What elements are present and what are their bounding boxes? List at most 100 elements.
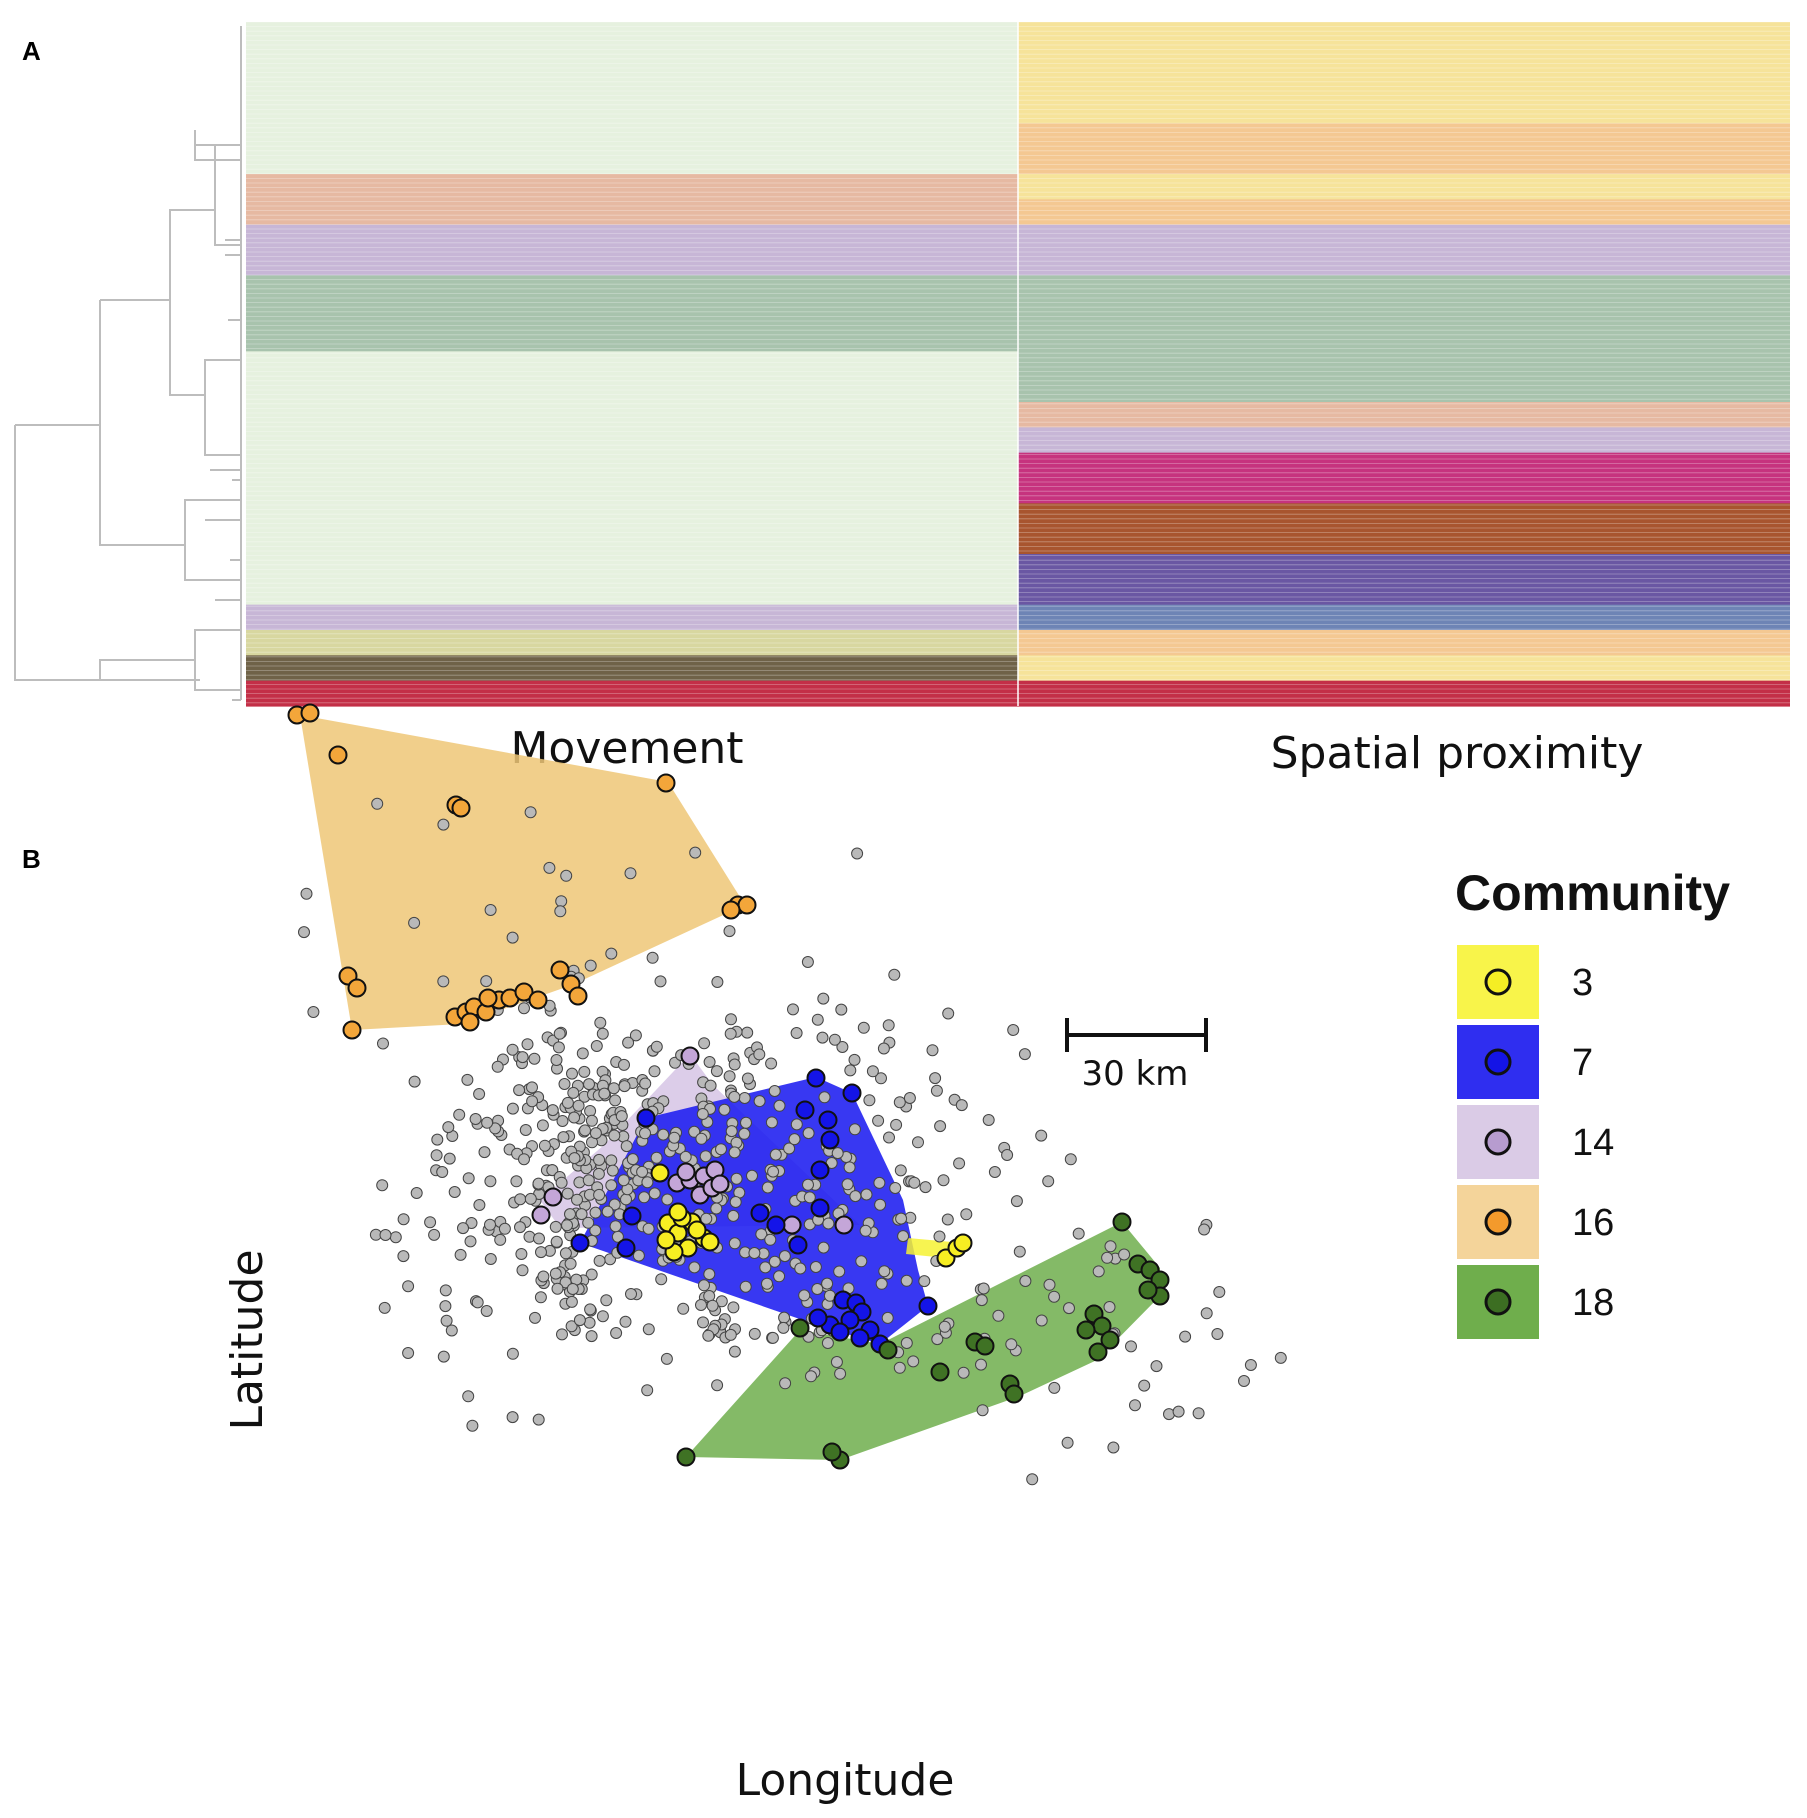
non-member-point xyxy=(536,1119,549,1132)
scale-bar-label: 30 km xyxy=(1082,1054,1189,1094)
non-member-point xyxy=(724,1328,737,1341)
non-member-point xyxy=(926,1044,939,1057)
community-point-16 xyxy=(656,773,676,793)
x-axis-title: Longitude xyxy=(736,1755,955,1806)
non-member-point xyxy=(1103,1301,1116,1313)
non-member-point xyxy=(1244,1359,1257,1371)
community-points xyxy=(287,703,1170,1470)
non-member-point xyxy=(833,1265,846,1278)
non-member-point xyxy=(1200,1307,1213,1320)
non-member-point xyxy=(454,1248,467,1261)
dendrogram-branch xyxy=(205,469,241,601)
non-member-point xyxy=(549,1220,562,1233)
heatmap-cell xyxy=(1018,528,1790,555)
non-member-point xyxy=(930,1084,943,1097)
heatmap-cell xyxy=(246,528,1018,555)
non-member-point xyxy=(585,1330,598,1343)
non-member-point xyxy=(919,1181,932,1194)
non-member-point xyxy=(941,1213,954,1226)
non-member-point xyxy=(883,1131,895,1144)
non-member-point xyxy=(636,1165,649,1178)
non-member-point xyxy=(881,1311,894,1324)
community-point-18 xyxy=(930,1362,950,1382)
community-point-18 xyxy=(1004,1384,1024,1404)
non-member-point xyxy=(461,1073,474,1086)
non-member-point xyxy=(1019,1275,1032,1287)
non-member-point xyxy=(519,1124,532,1136)
non-member-point xyxy=(428,1228,441,1241)
non-member-point xyxy=(655,1273,668,1286)
non-member-point xyxy=(506,931,519,944)
non-member-point xyxy=(738,1127,751,1140)
non-member-point xyxy=(688,1261,701,1274)
community-point-16 xyxy=(568,986,588,1006)
non-member-point xyxy=(893,1096,906,1109)
non-member-point xyxy=(379,1229,392,1241)
non-member-point xyxy=(912,1136,924,1149)
community-point-18 xyxy=(676,1447,696,1467)
non-member-point xyxy=(872,1114,885,1127)
heatmap-cell xyxy=(246,655,1018,682)
non-member-point xyxy=(575,1208,588,1221)
community-point-16 xyxy=(347,978,367,998)
community-point-16 xyxy=(328,745,348,765)
heatmap-cell xyxy=(1018,224,1790,251)
community-point-18 xyxy=(1138,1280,1158,1300)
non-member-point xyxy=(439,1300,452,1313)
non-member-point xyxy=(528,1052,541,1065)
non-member-point xyxy=(703,1056,716,1068)
legend-label: 18 xyxy=(1572,1282,1614,1324)
non-member-point xyxy=(802,1178,814,1191)
non-member-point xyxy=(471,1296,484,1309)
non-member-point xyxy=(529,1311,541,1324)
non-member-point xyxy=(579,1124,591,1137)
non-member-point xyxy=(975,1294,988,1307)
heatmap-cell xyxy=(246,680,1018,707)
non-member-point xyxy=(615,1110,628,1123)
community-point-14 xyxy=(680,1046,700,1066)
non-member-point xyxy=(550,1235,563,1248)
heatmap-cell xyxy=(246,554,1018,580)
non-member-point xyxy=(567,1086,580,1099)
community-point-18 xyxy=(878,1340,898,1360)
dendrogram-branch xyxy=(204,359,241,456)
non-member-point xyxy=(753,1048,766,1061)
non-member-point xyxy=(506,1043,519,1056)
community-point-3 xyxy=(953,1233,973,1253)
non-member-point xyxy=(977,1282,990,1295)
non-member-point xyxy=(817,992,830,1005)
non-member-point xyxy=(866,1065,879,1078)
non-member-point xyxy=(790,1027,803,1039)
non-member-point xyxy=(703,1268,716,1281)
non-member-point xyxy=(494,1233,507,1246)
non-member-point xyxy=(1035,1314,1048,1327)
non-member-point xyxy=(453,1108,466,1121)
non-member-point xyxy=(551,1282,564,1295)
non-member-point xyxy=(566,1067,578,1080)
community-point-16 xyxy=(528,990,548,1010)
non-member-point xyxy=(688,1125,701,1138)
non-member-point xyxy=(546,1104,559,1117)
non-member-point xyxy=(568,1152,581,1165)
non-member-point xyxy=(748,1327,761,1340)
non-member-point xyxy=(514,1221,526,1234)
heatmap-cell xyxy=(246,300,1018,327)
non-member-point xyxy=(933,1230,946,1243)
non-member-point xyxy=(848,1053,861,1066)
non-member-point xyxy=(988,1166,1001,1178)
non-member-point xyxy=(397,1213,410,1226)
non-member-point xyxy=(592,1167,605,1180)
non-member-point xyxy=(473,1199,486,1211)
community-point-7 xyxy=(850,1328,870,1348)
non-member-point xyxy=(600,1294,613,1307)
legend-label: 3 xyxy=(1572,962,1593,1004)
community-point-18 xyxy=(822,1442,842,1462)
dendrogram-branch xyxy=(99,659,200,681)
non-member-point xyxy=(618,1058,630,1071)
non-member-point xyxy=(942,1007,955,1020)
non-member-point xyxy=(1018,1048,1031,1061)
non-member-point xyxy=(844,1064,857,1077)
non-member-point xyxy=(1138,1379,1151,1392)
legend-item-16: 16 xyxy=(1457,1185,1614,1259)
non-member-point xyxy=(704,1079,717,1092)
